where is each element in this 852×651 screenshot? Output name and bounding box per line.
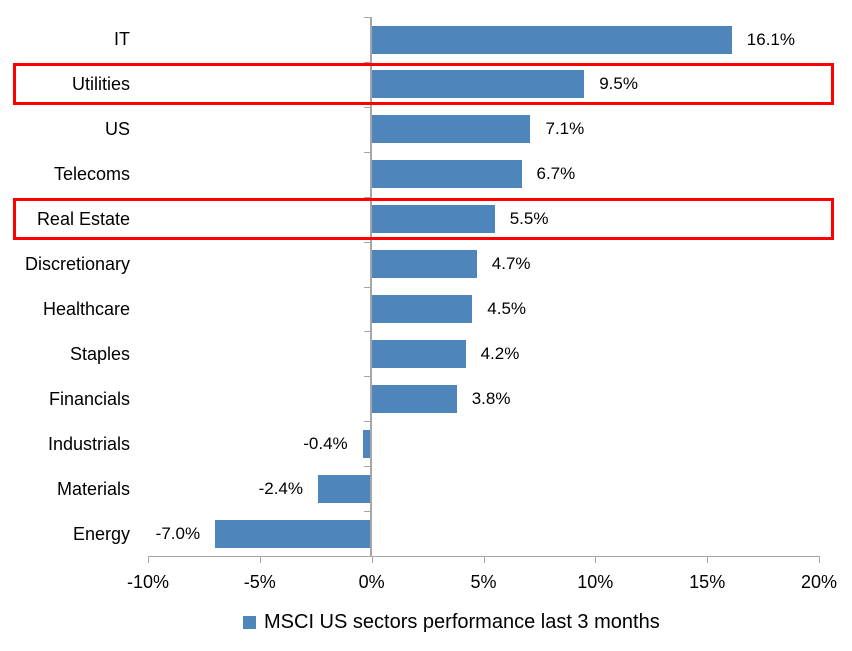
x-tick-label-10-: 10% (577, 572, 614, 592)
category-label-real-estate: Real Estate (36, 209, 130, 230)
y-axis-tick (363, 106, 370, 108)
x-tick-label--10-: -10% (126, 572, 170, 592)
value-label-industrials: -0.4% (303, 433, 348, 453)
value-label-discretionary: 4.7% (491, 254, 531, 273)
category-label-energy: Energy (72, 523, 130, 544)
y-axis-tick (363, 17, 370, 18)
highlight-box-utilities (13, 63, 834, 106)
value-label-healthcare: 4.5% (487, 299, 527, 318)
value-label-telecoms: 6.7% (536, 164, 576, 184)
y-axis-tick (363, 196, 370, 198)
category-label-utilities: Utilities (71, 74, 130, 95)
x-axis-tick (483, 556, 485, 563)
value-label-financials: 3.8% (471, 388, 511, 408)
category-label-financials: Financials (48, 388, 130, 409)
category-label-discretionary: Discretionary (24, 254, 130, 275)
category-label-industrials: Industrials (47, 433, 130, 454)
legend-square-icon (243, 615, 256, 629)
value-label-staples: 4.2% (480, 343, 520, 363)
value-label-real-estate: 5.5% (509, 209, 549, 229)
bar-us (371, 115, 531, 144)
bar-utilities (371, 70, 585, 99)
y-axis-tick (363, 286, 370, 288)
bar-materials (318, 474, 372, 503)
bar-staples (371, 339, 466, 368)
value-label-energy: -7.0% (155, 523, 201, 543)
y-axis-tick (363, 421, 370, 423)
category-label-staples: Staples (69, 343, 130, 364)
category-label-materials: Materials (56, 478, 130, 499)
y-axis-line (369, 17, 372, 557)
x-axis-tick (819, 556, 820, 563)
bar-it (371, 25, 732, 54)
x-axis-tick (371, 556, 373, 563)
value-label-it: 16.1% (746, 29, 795, 49)
value-label-materials: -2.4% (258, 478, 303, 498)
x-tick-label-5-: 5% (470, 572, 497, 592)
category-label-it: IT (114, 29, 130, 50)
category-label-telecoms: Telecoms (53, 164, 130, 185)
bar-telecoms (371, 160, 522, 189)
y-axis-tick (363, 151, 370, 153)
bar-energy (215, 519, 372, 548)
y-axis-tick (363, 376, 370, 378)
bar-real-estate (371, 205, 495, 234)
bar-industrials (362, 429, 372, 458)
x-axis-tick (148, 556, 149, 563)
value-label-us: 7.1% (545, 119, 585, 139)
category-label-healthcare: Healthcare (42, 298, 130, 319)
category-label-us: US (104, 119, 130, 140)
y-axis-tick (363, 241, 370, 243)
y-axis-tick (363, 61, 370, 63)
x-tick-label--5-: -5% (243, 572, 276, 592)
y-axis-tick (363, 511, 370, 513)
bar-discretionary (371, 250, 477, 278)
y-axis-tick (363, 466, 370, 468)
x-tick-label-20-: 20% (800, 572, 838, 592)
value-label-utilities: 9.5% (599, 74, 638, 94)
x-axis-tick (259, 556, 261, 563)
x-axis-tick (595, 556, 597, 563)
x-axis-tick (707, 556, 709, 563)
x-tick-label-0-: 0% (358, 572, 385, 592)
y-axis-tick (363, 331, 370, 333)
legend: MSCI US sectors performance last 3 month… (243, 609, 660, 635)
highlight-box-real-estate (13, 198, 834, 241)
bar-financials (371, 384, 457, 413)
bar-healthcare (371, 295, 473, 323)
x-tick-label-15-: 15% (689, 572, 726, 592)
legend-label: MSCI US sectors performance last 3 month… (264, 611, 660, 633)
